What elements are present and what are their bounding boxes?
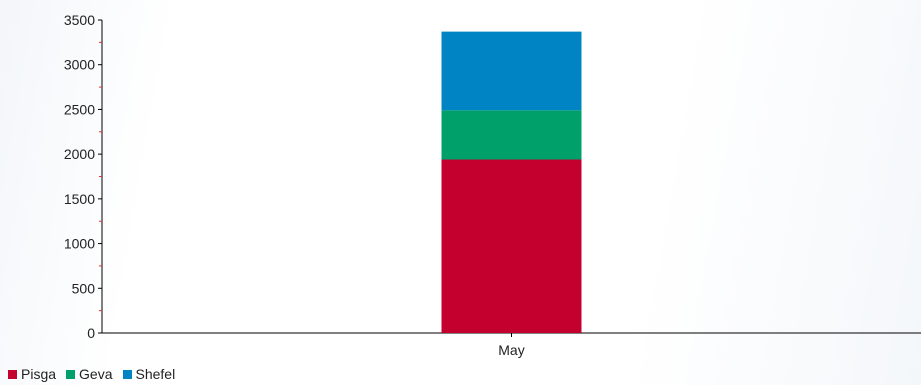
y-tick-label: 3000 <box>64 57 95 73</box>
legend-swatch-shefel <box>122 369 132 379</box>
legend-label-shefel: Shefel <box>135 366 176 382</box>
bar-shefel-may <box>441 31 582 111</box>
legend-label-geva: Geva <box>79 366 113 382</box>
legend-item-pisga[interactable]: Pisga <box>8 366 56 382</box>
y-tick-label: 2500 <box>64 101 95 117</box>
bar-pisga-may <box>441 159 582 333</box>
legend: Pisga Geva Shefel <box>8 366 175 382</box>
bar-geva-may <box>441 110 582 160</box>
x-tick-label: May <box>498 342 524 358</box>
y-tick-label: 1000 <box>64 236 95 252</box>
legend-swatch-geva <box>66 369 76 379</box>
y-tick-label: 3500 <box>64 12 95 28</box>
legend-item-shefel[interactable]: Shefel <box>122 366 176 382</box>
legend-label-pisga: Pisga <box>21 366 57 382</box>
y-tick-label: 500 <box>72 280 96 296</box>
legend-swatch-pisga <box>8 369 17 379</box>
y-tick-label: 0 <box>87 325 95 341</box>
y-tick-label: 2000 <box>64 146 95 162</box>
legend-item-geva[interactable]: Geva <box>66 366 113 382</box>
y-tick-label: 1500 <box>64 191 95 207</box>
